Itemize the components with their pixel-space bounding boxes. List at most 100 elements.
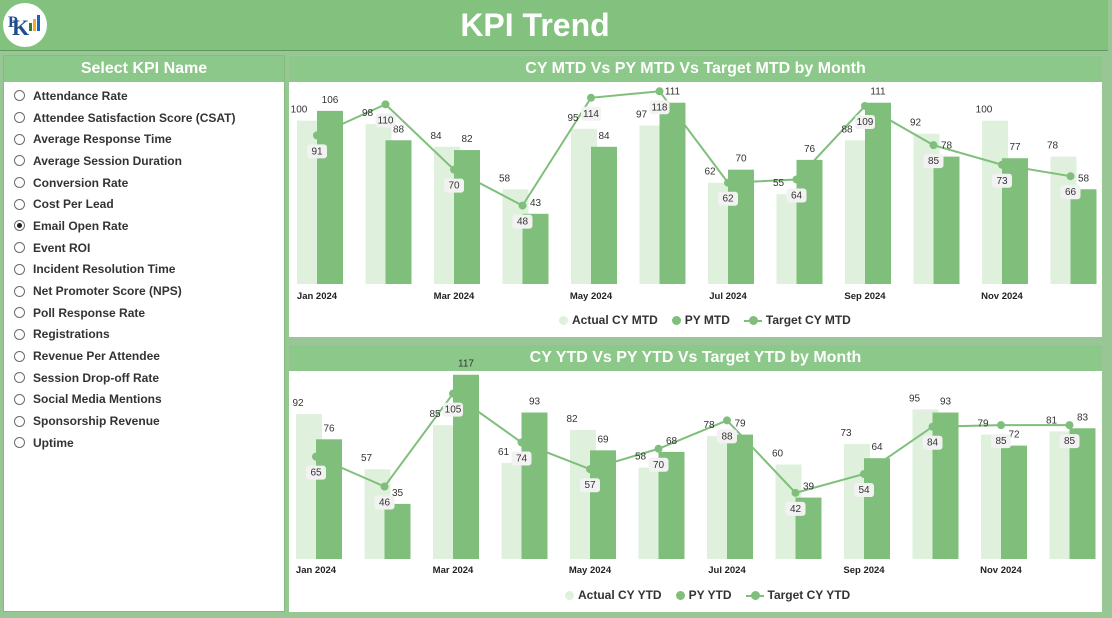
kpi-option[interactable]: Poll Response Rate xyxy=(4,302,284,324)
radio-icon[interactable] xyxy=(14,393,25,405)
legend-item-actual[interactable]: Actual CY YTD xyxy=(565,588,662,602)
radio-icon[interactable] xyxy=(14,285,25,297)
data-label-py: 64 xyxy=(871,442,883,453)
radio-icon[interactable] xyxy=(14,307,25,319)
kpi-option[interactable]: Cost Per Lead xyxy=(4,193,284,215)
kpi-option[interactable]: Session Drop-off Rate xyxy=(4,367,284,389)
target-point xyxy=(587,93,595,102)
data-label-target: 85 xyxy=(1064,436,1076,447)
radio-icon[interactable] xyxy=(14,198,25,210)
kpi-option[interactable]: Average Session Duration xyxy=(4,150,284,172)
kpi-list: Attendance Rate Attendee Satisfaction Sc… xyxy=(4,82,284,454)
mtd-chart-title: CY MTD Vs PY MTD Vs Target MTD by Month xyxy=(289,56,1102,82)
legend-item-target[interactable]: Target CY MTD xyxy=(743,313,851,327)
data-label-actual: 58 xyxy=(635,452,647,463)
target-point xyxy=(450,165,458,174)
target-label-bg xyxy=(1060,185,1081,200)
legend-dot-icon xyxy=(559,315,568,325)
bar-py xyxy=(384,503,411,559)
bar-py xyxy=(865,102,891,284)
x-tick-label: Nov 2024 xyxy=(980,565,1022,576)
kpi-option[interactable]: Uptime xyxy=(4,432,284,454)
target-point xyxy=(517,438,526,447)
kpi-option-label: Registrations xyxy=(33,327,110,342)
radio-icon[interactable] xyxy=(14,350,25,362)
data-label-target: 54 xyxy=(858,485,870,496)
kpi-option[interactable]: Conversion Rate xyxy=(4,172,284,194)
data-label-actual: 82 xyxy=(566,414,578,425)
target-label-bg xyxy=(922,435,943,450)
kpi-option[interactable]: Sponsorship Revenue xyxy=(4,410,284,432)
radio-icon[interactable] xyxy=(14,415,25,427)
data-label-actual: 84 xyxy=(430,131,442,142)
data-label-target: 48 xyxy=(517,217,529,228)
legend-item-py[interactable]: PY YTD xyxy=(675,588,732,602)
legend-label: Target CY MTD xyxy=(765,313,851,327)
radio-icon[interactable] xyxy=(14,242,25,254)
legend-item-actual[interactable]: Actual CY MTD xyxy=(559,313,658,327)
data-label-target: 114 xyxy=(583,109,599,120)
kpi-option-label: Incident Resolution Time xyxy=(33,262,176,277)
kpi-option[interactable]: Revenue Per Attendee xyxy=(4,345,284,367)
data-label-actual: 95 xyxy=(567,113,579,124)
kpi-option[interactable]: Incident Resolution Time xyxy=(4,259,284,281)
kpi-option[interactable]: Email Open Rate xyxy=(4,215,284,237)
kpi-option[interactable]: Event ROI xyxy=(4,237,284,259)
target-label-bg xyxy=(512,214,533,229)
data-label-target: 110 xyxy=(378,115,394,126)
data-label-actual: 100 xyxy=(291,105,308,116)
target-point xyxy=(312,452,320,461)
bar-py xyxy=(1070,189,1097,284)
data-label-py: 76 xyxy=(323,423,335,434)
radio-icon[interactable] xyxy=(14,437,25,449)
kpi-option-label: Net Promoter Score (NPS) xyxy=(33,284,182,299)
kpi-option[interactable]: Net Promoter Score (NPS) xyxy=(4,280,284,302)
kpi-option[interactable]: Average Response Time xyxy=(4,128,284,150)
kpi-option[interactable]: Attendance Rate xyxy=(4,85,284,107)
data-label-py: 43 xyxy=(530,198,542,209)
bar-py xyxy=(590,450,616,559)
mtd-legend: Actual CY MTD PY MTD Target CY MTD xyxy=(559,313,851,327)
legend-item-target[interactable]: Target CY YTD xyxy=(745,588,850,602)
kpi-option-label: Social Media Mentions xyxy=(33,392,162,407)
bar-py xyxy=(864,458,890,559)
legend-item-py[interactable]: PY MTD xyxy=(671,313,730,327)
radio-icon[interactable] xyxy=(14,112,25,124)
x-tick-label: Nov 2024 xyxy=(981,291,1023,302)
data-label-actual: 60 xyxy=(772,449,784,460)
data-label-actual: 55 xyxy=(773,178,785,189)
data-label-target: 70 xyxy=(448,181,460,192)
radio-icon[interactable] xyxy=(14,372,25,384)
kpi-option[interactable]: Social Media Mentions xyxy=(4,389,284,411)
data-label-actual: 88 xyxy=(841,124,853,135)
header-bar: K P KPI Trend xyxy=(0,0,1108,51)
target-point xyxy=(1066,172,1075,181)
kpi-option[interactable]: Attendee Satisfaction Score (CSAT) xyxy=(4,107,284,129)
data-label-py: 72 xyxy=(1008,430,1020,441)
ytd-chart-panel: CY YTD Vs PY YTD Vs Target YTD by Month … xyxy=(289,345,1102,612)
radio-icon[interactable] xyxy=(14,263,25,275)
data-label-py: 111 xyxy=(665,87,681,98)
bar-py xyxy=(933,156,960,284)
target-label-bg xyxy=(444,178,464,193)
data-label-py: 76 xyxy=(804,144,816,155)
x-tick-label: Mar 2024 xyxy=(433,565,474,576)
kpi-option[interactable]: Registrations xyxy=(4,324,284,346)
radio-icon[interactable] xyxy=(14,177,25,189)
target-point xyxy=(313,131,321,140)
target-label-bg xyxy=(854,482,874,497)
radio-icon[interactable] xyxy=(14,133,25,145)
data-label-actual: 62 xyxy=(704,167,716,178)
radio-icon[interactable] xyxy=(14,155,25,167)
kpi-option-label: Attendee Satisfaction Score (CSAT) xyxy=(33,110,236,125)
legend-label: PY MTD xyxy=(684,313,730,327)
radio-icon[interactable] xyxy=(14,90,25,102)
bar-py xyxy=(727,434,753,559)
radio-selected-icon[interactable] xyxy=(14,220,25,232)
bar-py xyxy=(1069,428,1096,559)
kpi-option-label: Conversion Rate xyxy=(33,175,129,190)
radio-icon[interactable] xyxy=(14,328,25,340)
target-point xyxy=(997,421,1005,430)
